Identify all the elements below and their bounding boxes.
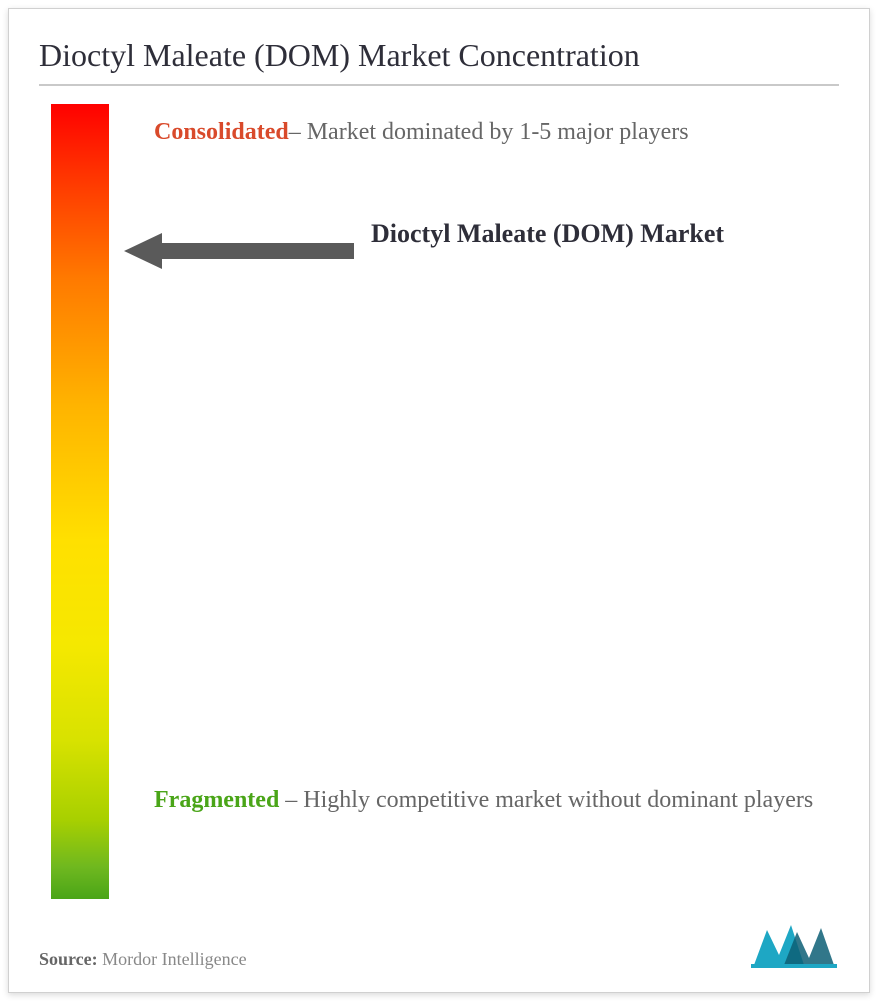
fragmented-label: Fragmented: [154, 787, 279, 813]
infographic-card: Dioctyl Maleate (DOM) Market Concentrati…: [8, 8, 870, 993]
content-area: Consolidated– Market dominated by 1-5 ma…: [9, 86, 869, 906]
consolidated-label: Consolidated: [154, 119, 289, 145]
source-label: Source:: [39, 949, 98, 969]
fragmented-text: – Highly competitive market without domi…: [279, 787, 813, 813]
consolidated-description: Consolidated– Market dominated by 1-5 ma…: [154, 108, 824, 156]
fragmented-description: Fragmented – Highly competitive market w…: [154, 776, 834, 824]
market-label: Dioctyl Maleate (DOM) Market: [371, 216, 771, 252]
mordor-intelligence-logo-icon: [749, 920, 839, 970]
arrow-icon: [124, 231, 354, 271]
chart-title: Dioctyl Maleate (DOM) Market Concentrati…: [9, 9, 869, 84]
concentration-gradient-bar: [51, 104, 109, 899]
market-pointer-arrow: [124, 231, 354, 271]
source-attribution: Source: Mordor Intelligence: [39, 949, 247, 970]
source-value: Mordor Intelligence: [98, 949, 247, 969]
consolidated-text: – Market dominated by 1-5 major players: [289, 119, 689, 145]
footer: Source: Mordor Intelligence: [39, 920, 839, 970]
